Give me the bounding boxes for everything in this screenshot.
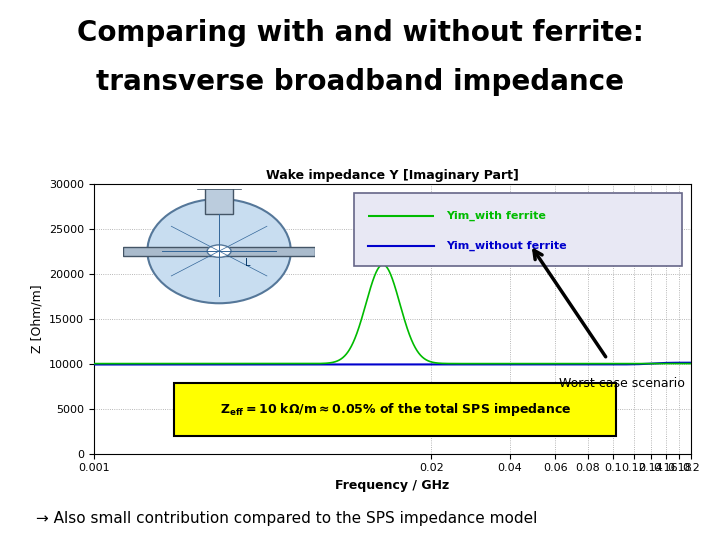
Text: → Also small contribution compared to the SPS impedance model: → Also small contribution compared to th… (36, 511, 537, 526)
Text: Yim_without ferrite: Yim_without ferrite (446, 240, 567, 251)
Text: $\mathbf{Z_{eff}}$$\mathbf{=10\ k\Omega/m \approx 0.05\%\ of\ the\ total\ SPS\ i: $\mathbf{Z_{eff}}$$\mathbf{=10\ k\Omega/… (220, 401, 571, 418)
Text: Comparing with and without ferrite:: Comparing with and without ferrite: (76, 19, 644, 47)
FancyBboxPatch shape (174, 383, 616, 436)
Text: transverse broadband impedance: transverse broadband impedance (96, 68, 624, 96)
FancyBboxPatch shape (354, 193, 683, 266)
Text: Yim_with ferrite: Yim_with ferrite (446, 211, 546, 221)
Text: Worst case scenario: Worst case scenario (559, 377, 685, 390)
X-axis label: Frequency / GHz: Frequency / GHz (336, 479, 449, 492)
Y-axis label: Z [Ohm/m]: Z [Ohm/m] (30, 284, 43, 353)
Title: Wake impedance Y [Imaginary Part]: Wake impedance Y [Imaginary Part] (266, 170, 519, 183)
